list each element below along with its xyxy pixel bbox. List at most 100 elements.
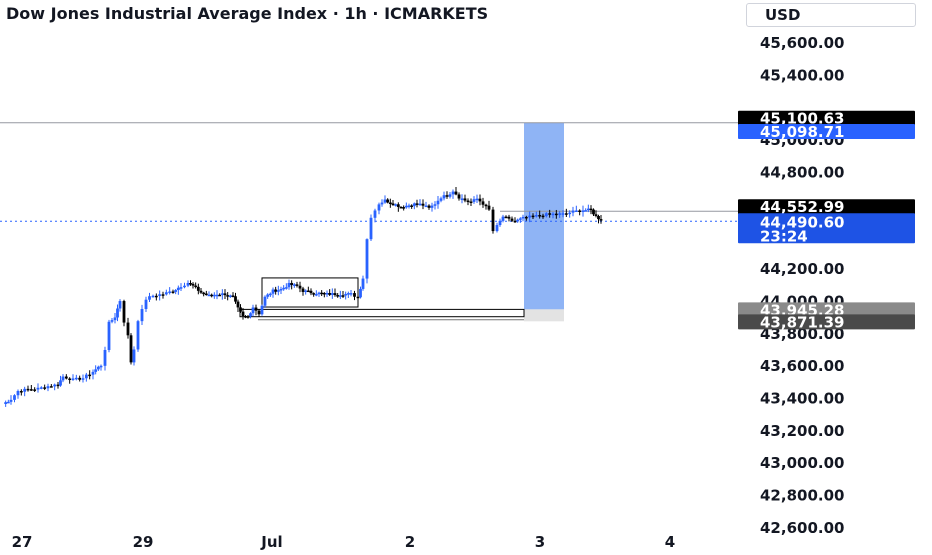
- candle-body: [460, 198, 464, 200]
- candle-body: [244, 315, 247, 318]
- candle-body: [564, 213, 568, 215]
- candle-body: [43, 387, 47, 389]
- candle-body: [568, 212, 572, 215]
- candle-body: [287, 282, 291, 288]
- candle-body: [249, 313, 252, 317]
- candle-body: [501, 216, 505, 221]
- candle-body: [284, 287, 288, 289]
- candle-body: [279, 288, 283, 291]
- candle-body: [592, 209, 595, 215]
- candle-body: [498, 220, 502, 226]
- candle-body: [312, 293, 316, 295]
- candle-body: [251, 307, 255, 314]
- candle-body: [433, 204, 437, 206]
- candle-body: [202, 292, 206, 295]
- x-tick-label: 27: [12, 533, 33, 550]
- level-low-label: 43,871.39: [760, 313, 844, 331]
- candle-body: [336, 295, 340, 297]
- candle-body: [338, 295, 342, 297]
- currency-selector[interactable]: USD: [746, 3, 916, 27]
- candle-body: [571, 210, 575, 213]
- y-tick-label: 43,600.00: [760, 357, 844, 375]
- candle-body: [246, 316, 250, 318]
- candle-body: [359, 288, 362, 298]
- candle-body: [268, 293, 272, 296]
- candle-body: [9, 399, 13, 402]
- candle-body: [53, 384, 57, 387]
- candle-body: [516, 219, 520, 222]
- candle-body: [241, 311, 245, 316]
- candle-body: [212, 294, 216, 297]
- candle-body: [481, 201, 485, 205]
- candle-body: [317, 292, 321, 295]
- candle-body: [475, 198, 479, 201]
- candle-body: [257, 310, 261, 315]
- candle-body: [356, 296, 360, 299]
- candle-body: [404, 205, 408, 208]
- candle-body: [4, 402, 8, 404]
- candle-body: [220, 293, 224, 295]
- level-high-label: 45,100.63: [760, 110, 844, 128]
- chart-title: Dow Jones Industrial Average Index · 1h …: [6, 4, 489, 23]
- zone-bottom-label-bg: [738, 302, 915, 318]
- candle-body: [282, 287, 286, 290]
- candle-body: [454, 191, 458, 195]
- candle-body: [448, 194, 452, 197]
- candle-body: [78, 377, 82, 380]
- candle-body: [122, 301, 126, 323]
- candle-body: [207, 294, 211, 297]
- x-tick-label: 3: [535, 533, 545, 550]
- candle-body: [531, 215, 535, 218]
- candle-body: [581, 210, 585, 212]
- candle-body: [103, 349, 107, 366]
- candle-body: [309, 290, 313, 294]
- candle-body: [176, 287, 180, 291]
- candle-body: [510, 218, 514, 221]
- candle-body: [314, 294, 318, 296]
- candle-body: [534, 215, 538, 217]
- candle-body: [427, 205, 431, 208]
- candle-body: [457, 194, 461, 199]
- candle-body: [168, 291, 172, 293]
- candle-body: [71, 378, 75, 380]
- candle-body: [558, 213, 562, 215]
- candle-body: [304, 290, 308, 293]
- candle-body: [226, 295, 230, 297]
- candle-body: [399, 206, 403, 209]
- candle-body: [23, 388, 27, 392]
- zone-top-label: 45,098.71: [760, 123, 844, 141]
- candle-body: [436, 200, 440, 205]
- candle-body: [349, 293, 353, 295]
- candle-body: [344, 293, 348, 296]
- candle-body: [99, 365, 103, 368]
- candle-body: [218, 294, 222, 297]
- candle-body: [466, 200, 470, 203]
- candle-body: [322, 292, 326, 295]
- candle-body: [276, 290, 280, 292]
- candle-body: [369, 217, 373, 240]
- candle-body: [478, 198, 482, 202]
- y-tick-label: 45,600.00: [760, 34, 844, 52]
- y-tick-label: 44,800.00: [760, 163, 844, 181]
- x-tick-label: Jul: [260, 533, 282, 550]
- candle-body: [330, 293, 334, 295]
- x-tick-label: 2: [405, 533, 415, 550]
- candle-body: [118, 301, 122, 309]
- y-tick-label: 45,400.00: [760, 66, 844, 84]
- candle-body: [418, 203, 422, 206]
- y-tick-label: 43,200.00: [760, 422, 844, 440]
- candle-body: [424, 205, 428, 208]
- candle-body: [439, 198, 443, 201]
- candle-body: [231, 295, 235, 297]
- level-low-label-bg: [738, 314, 915, 330]
- level-mid-label-bg: [738, 199, 915, 215]
- candle-body: [513, 220, 517, 223]
- candle-body: [116, 308, 119, 318]
- candle-body: [144, 299, 148, 310]
- candle-body: [597, 216, 600, 220]
- candle-body: [333, 293, 337, 296]
- y-tick-label: 43,400.00: [760, 390, 844, 408]
- candle-body: [196, 286, 200, 291]
